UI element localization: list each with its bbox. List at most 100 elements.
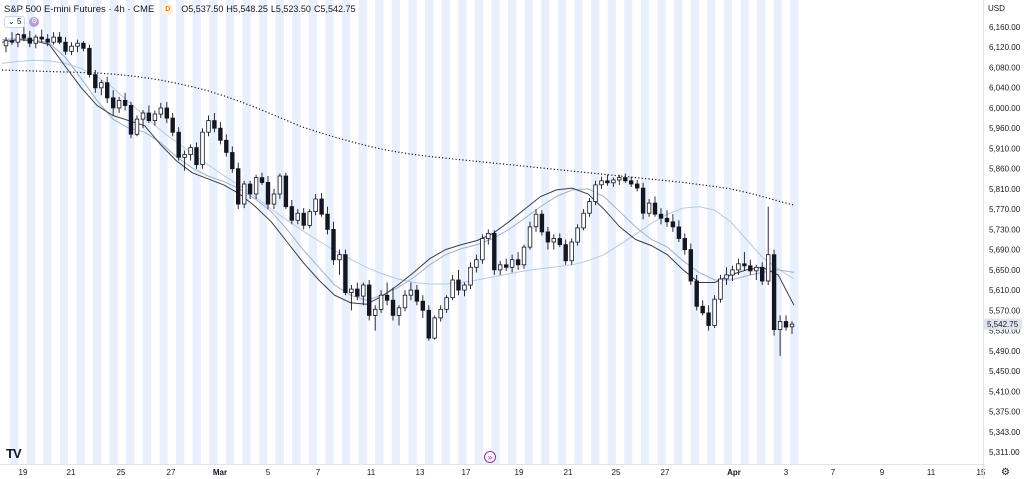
time-tick-label: 11 xyxy=(927,468,936,477)
candle xyxy=(87,44,92,78)
current-price-tag: 5,542.75 xyxy=(984,318,1022,330)
currency-label[interactable]: USD xyxy=(988,4,1005,13)
candle xyxy=(337,249,342,275)
candle xyxy=(706,305,711,331)
session-band xyxy=(657,0,666,464)
delayed-data-badge[interactable]: D xyxy=(162,3,174,15)
candle xyxy=(480,234,485,264)
candle xyxy=(295,209,300,225)
candle xyxy=(128,101,134,139)
candle xyxy=(188,144,193,161)
candle xyxy=(396,305,402,326)
current-price-label: 5,542.75 xyxy=(987,320,1019,329)
session-band xyxy=(325,0,334,464)
candle xyxy=(676,220,682,242)
session-band xyxy=(375,0,384,464)
candle xyxy=(366,280,372,321)
candle xyxy=(271,188,277,210)
candle xyxy=(21,27,27,42)
candle xyxy=(200,128,205,169)
candle xyxy=(9,32,15,45)
candle xyxy=(301,208,306,230)
candle xyxy=(277,173,283,199)
candle xyxy=(640,182,646,220)
moving-average-line xyxy=(1,39,795,306)
candle xyxy=(93,70,98,93)
session-band xyxy=(607,0,616,464)
candle xyxy=(503,258,509,271)
session-band xyxy=(142,0,152,464)
candle xyxy=(635,180,640,192)
candle xyxy=(771,249,777,336)
candle xyxy=(456,269,461,296)
candle xyxy=(349,285,354,311)
session-band xyxy=(391,0,401,464)
candle xyxy=(111,90,116,116)
candle xyxy=(390,287,396,321)
candle xyxy=(235,162,241,210)
candle xyxy=(116,96,122,113)
candle xyxy=(468,262,473,290)
symbol-title[interactable]: S&P 500 E-mini Futures · 4h · CME xyxy=(4,3,155,15)
candle xyxy=(170,113,175,137)
price-tick-label: 5,343.00 xyxy=(989,428,1021,437)
session-band xyxy=(342,0,351,464)
price-axis[interactable]: 6,160.00 6,120.00 6,080.00 6,040.00 6,000.00… xyxy=(989,23,1021,457)
candle xyxy=(408,282,414,301)
price-tick-label: 5,490.00 xyxy=(989,347,1021,356)
candle xyxy=(3,37,9,53)
candle xyxy=(378,290,384,313)
candle xyxy=(486,229,491,245)
candle xyxy=(283,172,289,210)
candle xyxy=(509,254,515,273)
candle xyxy=(754,264,759,280)
session-band xyxy=(26,0,35,464)
candle xyxy=(99,80,104,96)
candle xyxy=(105,76,110,103)
candle xyxy=(730,265,735,281)
candle xyxy=(253,174,259,199)
session-band xyxy=(624,0,633,464)
candle xyxy=(146,105,152,124)
candle xyxy=(230,146,235,173)
time-tick-label: 15 xyxy=(977,468,986,477)
time-tick-label: Mar xyxy=(213,468,227,477)
tradingview-logo-icon[interactable]: TV xyxy=(6,446,22,461)
candle xyxy=(57,32,62,45)
candlesticks xyxy=(3,27,795,356)
candle xyxy=(164,101,169,124)
indicators-toggle-button[interactable]: ⌄ 5 xyxy=(4,16,26,28)
price-tick-label: 5,690.00 xyxy=(989,246,1021,255)
candle xyxy=(15,33,21,48)
candle xyxy=(670,214,676,232)
candle xyxy=(420,295,425,318)
time-tick-label: 19 xyxy=(515,468,524,477)
settings-gear-icon[interactable]: ⚙ xyxy=(1001,467,1010,478)
candle xyxy=(474,254,479,273)
scroll-to-realtime-icon[interactable]: » xyxy=(484,451,496,463)
time-axis[interactable]: 19 21 25 27 Mar 5 7 11 13 17 19 21 25 27 Apr 3 7 9 11 15 xyxy=(19,468,986,477)
candle xyxy=(224,134,229,157)
moving-averages xyxy=(1,38,795,306)
candle xyxy=(426,305,431,341)
candle xyxy=(742,252,747,271)
session-band xyxy=(740,0,749,464)
candle xyxy=(212,113,217,133)
time-tick-label: 7 xyxy=(316,468,321,477)
session-band xyxy=(557,0,567,464)
candle xyxy=(39,29,44,43)
candle xyxy=(432,315,437,340)
candle xyxy=(718,274,723,303)
time-tick-label: 13 xyxy=(416,468,425,477)
price-tick-label: 5,311.00 xyxy=(989,448,1020,457)
time-tick-label: 21 xyxy=(564,468,573,477)
price-tick-label: 5,450.00 xyxy=(989,367,1021,376)
indicator-settings-icon[interactable]: ⚙ xyxy=(29,17,40,27)
session-band xyxy=(773,0,782,464)
session-band xyxy=(242,0,251,464)
candle xyxy=(587,198,592,217)
price-tick-label: 5,530.00 xyxy=(989,327,1021,336)
chart-header: S&P 500 E-mini Futures · 4h · CME D O5,5… xyxy=(4,2,358,16)
price-tick-label: 5,375.00 xyxy=(989,408,1021,417)
